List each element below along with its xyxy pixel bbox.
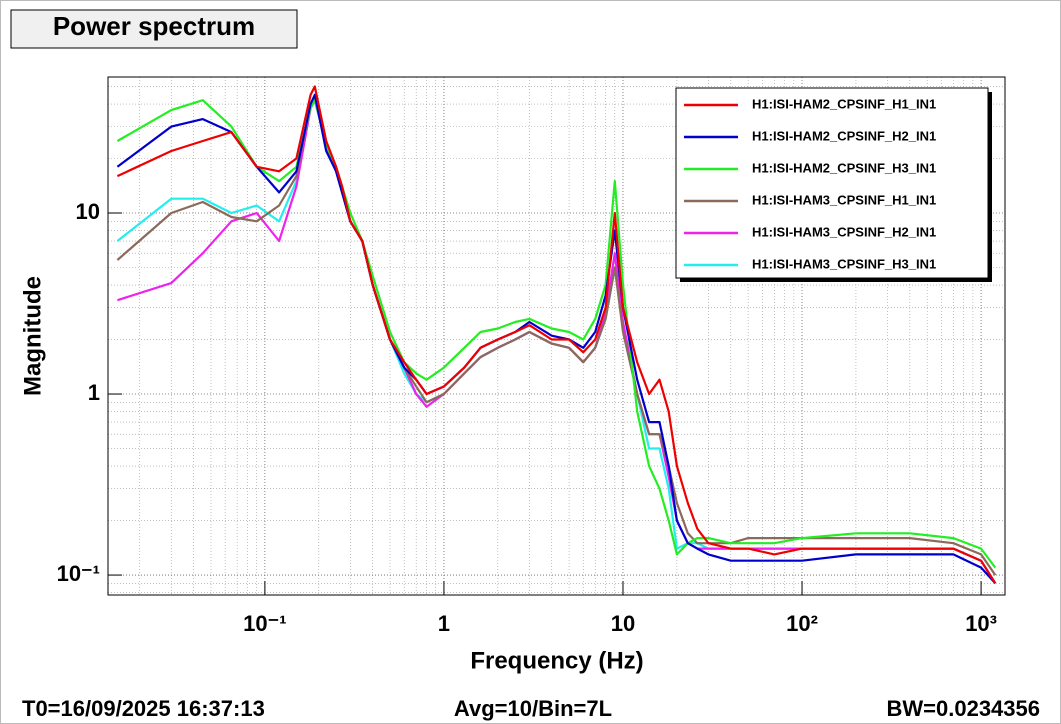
x-tick-label: 10³ [965,611,997,636]
legend-label: H1:ISI-HAM3_CPSINF_H1_IN1 [752,192,936,207]
y-tick-label: 1 [88,380,100,405]
legend-label: H1:ISI-HAM2_CPSINF_H3_IN1 [752,160,936,175]
legend-label: H1:ISI-HAM3_CPSINF_H2_IN1 [752,224,936,239]
series-line [116,93,997,585]
legend-box [675,87,989,279]
x-tick-label: 10² [786,611,818,636]
y-tick-label: 10⁻¹ [57,561,100,586]
footer-text: BW=0.0234356 [887,696,1041,721]
x-tick-label: 10 [611,611,635,636]
legend-label: H1:ISI-HAM2_CPSINF_H1_IN1 [752,96,936,111]
legend-label: H1:ISI-HAM3_CPSINF_H3_IN1 [752,256,936,271]
series-line [116,85,997,584]
x-axis-label: Frequency (Hz) [470,647,643,674]
footer-text: T0=16/09/2025 16:37:13 [22,696,265,721]
y-tick-label: 10 [76,199,100,224]
y-axis-label: Magnitude [19,276,46,396]
legend-label: H1:ISI-HAM2_CPSINF_H2_IN1 [752,128,936,143]
plot-frame [107,76,1006,596]
series-group [116,85,997,585]
footer-text: Avg=10/Bin=7L [454,696,612,721]
title-box [10,9,298,49]
x-tick-label: 10⁻¹ [243,611,286,636]
x-tick-label: 1 [438,611,450,636]
chart-title: Power spectrum [53,11,255,41]
